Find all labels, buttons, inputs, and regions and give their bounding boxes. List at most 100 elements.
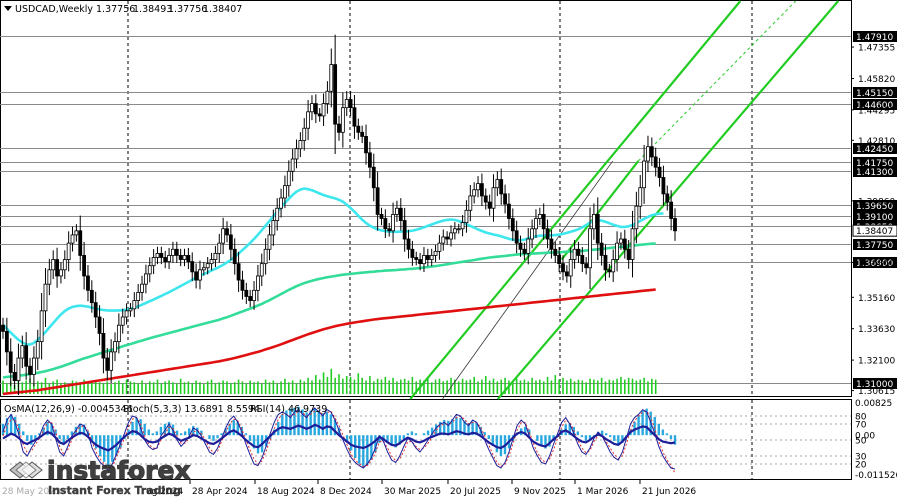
candle-body — [97, 316, 102, 334]
candle-body — [59, 269, 63, 277]
candle-body — [657, 166, 662, 178]
channel-line-0 — [409, 0, 742, 400]
candle-body — [669, 201, 674, 219]
candle-body — [599, 242, 604, 256]
candle-body — [464, 209, 469, 224]
candle-body — [642, 160, 647, 189]
ma-mid-line — [2, 242, 656, 379]
candle-body — [673, 218, 677, 232]
price-tick-label: 1.39860 — [858, 197, 895, 207]
candle-body — [136, 291, 141, 301]
candle-body — [379, 214, 384, 219]
candle-body — [310, 103, 314, 113]
candle-body — [622, 238, 627, 250]
level-label-box — [853, 211, 897, 222]
candle-body — [580, 255, 585, 265]
candle-body — [51, 259, 56, 271]
candle-body — [89, 289, 94, 304]
level-label-box — [853, 31, 897, 42]
candle-body — [518, 242, 523, 250]
candle-body — [182, 255, 187, 260]
candle-body — [661, 177, 666, 195]
candle-body — [391, 214, 395, 232]
candle-body — [109, 351, 114, 371]
level-label-box — [853, 157, 897, 168]
candle-body — [503, 193, 507, 205]
candle-body — [20, 345, 25, 359]
candle-body — [607, 269, 612, 273]
candle-body — [530, 228, 535, 240]
candle-body — [201, 267, 206, 271]
price-axis: 1.47910 1.45150 1.44600 1.42450 1.417501.413… — [851, 31, 897, 397]
candle-body — [93, 302, 98, 318]
candle-body — [483, 195, 488, 203]
candle-body — [209, 259, 214, 265]
candle-body — [437, 242, 442, 252]
candle-body — [24, 345, 29, 367]
level-label: 1.39100 — [856, 213, 893, 223]
candle-body — [124, 310, 129, 318]
candle-body — [221, 228, 226, 244]
price-candles — [1, 34, 677, 396]
candle-body — [205, 263, 210, 269]
candle-body — [456, 228, 461, 231]
candle-body — [236, 263, 241, 281]
candle-body — [283, 185, 287, 199]
level-label: 1.41300 — [856, 168, 893, 178]
candle-body — [113, 341, 117, 353]
candle-body — [619, 238, 623, 244]
candle-body — [198, 269, 202, 281]
level-label: 1.31000 — [856, 380, 893, 390]
candle-body — [252, 289, 256, 301]
candle-body — [70, 234, 75, 244]
price-tick-label: 1.47355 — [858, 44, 895, 54]
date-tick-label: 21 Jun 2026 — [642, 487, 696, 497]
candle-body — [591, 214, 596, 230]
watermark-tagline: Instant Forex Trading — [48, 484, 181, 497]
candle-body — [190, 261, 195, 273]
channel-line-4 — [442, 160, 614, 400]
candle-body — [364, 136, 368, 154]
osc-tick-label: 0.00825 — [855, 399, 892, 409]
candle-body — [561, 263, 565, 273]
instaforex-logo-icon — [9, 461, 43, 479]
candle-body — [16, 357, 21, 382]
candle-body — [275, 207, 280, 221]
candle-body — [383, 218, 388, 230]
candle-body — [414, 257, 419, 260]
price-tick-label: 1.35160 — [858, 294, 895, 304]
price-tick-label: 1.33630 — [858, 325, 895, 335]
candle-body — [402, 220, 407, 240]
candle-body — [375, 187, 380, 215]
candle-body — [4, 330, 9, 353]
osc-tick-label: 30 — [855, 453, 867, 463]
osc-tick-label: 70 — [855, 421, 867, 431]
candle-body — [62, 259, 67, 271]
date-tick-label: 1 Mar 2026 — [577, 487, 629, 497]
ohlc-close: 1.38407 — [203, 4, 242, 15]
oscillator-panel-frame — [0, 399, 852, 480]
candle-body — [35, 341, 40, 359]
dropdown-triangle-icon[interactable] — [4, 6, 12, 11]
candle-body — [653, 156, 658, 168]
candle-body — [163, 257, 168, 262]
level-label: 1.36900 — [856, 259, 893, 269]
candle-body — [263, 248, 268, 265]
candle-body — [534, 218, 538, 230]
candle-body — [422, 255, 426, 265]
candle-body — [105, 357, 110, 371]
candle-body — [178, 255, 183, 260]
candle-body — [279, 197, 283, 209]
candle-body — [39, 310, 44, 343]
candle-body — [549, 238, 554, 250]
date-tick-label-partial: ug 2024 — [146, 487, 183, 497]
candle-body — [255, 275, 260, 291]
candle-body — [495, 179, 500, 189]
candle-body — [649, 146, 654, 158]
candle-body — [507, 203, 511, 219]
candle-body — [356, 125, 361, 133]
candle-body — [433, 250, 438, 256]
watermark-brand: instaforex — [47, 456, 191, 485]
price-tick-label: 1.36860 — [858, 259, 895, 269]
